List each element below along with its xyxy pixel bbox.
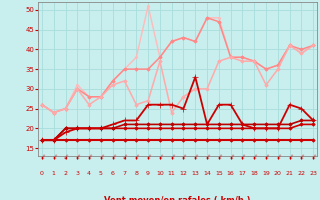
Text: ↓: ↓ [85,154,93,162]
Text: ↓: ↓ [227,154,235,162]
Text: ↓: ↓ [120,154,129,162]
Text: ↓: ↓ [109,154,117,162]
Text: ↓: ↓ [215,154,223,162]
Text: ↓: ↓ [38,154,46,162]
Text: ↓: ↓ [50,154,58,162]
Text: ↓: ↓ [180,154,188,162]
Text: ↓: ↓ [297,154,306,162]
Text: ↓: ↓ [262,154,270,162]
Text: ↓: ↓ [250,154,258,162]
Text: ↓: ↓ [156,154,164,162]
Text: ↓: ↓ [132,154,140,162]
Text: ↓: ↓ [191,154,199,162]
Text: ↓: ↓ [238,154,246,162]
X-axis label: Vent moyen/en rafales ( km/h ): Vent moyen/en rafales ( km/h ) [104,196,251,200]
Text: ↓: ↓ [168,154,176,162]
Text: ↓: ↓ [73,154,81,162]
Text: ↓: ↓ [97,154,105,162]
Text: ↓: ↓ [144,154,152,162]
Text: ↓: ↓ [274,154,282,162]
Text: ↓: ↓ [203,154,211,162]
Text: ↓: ↓ [309,154,317,162]
Text: ↓: ↓ [61,154,69,162]
Text: ↓: ↓ [286,154,294,162]
